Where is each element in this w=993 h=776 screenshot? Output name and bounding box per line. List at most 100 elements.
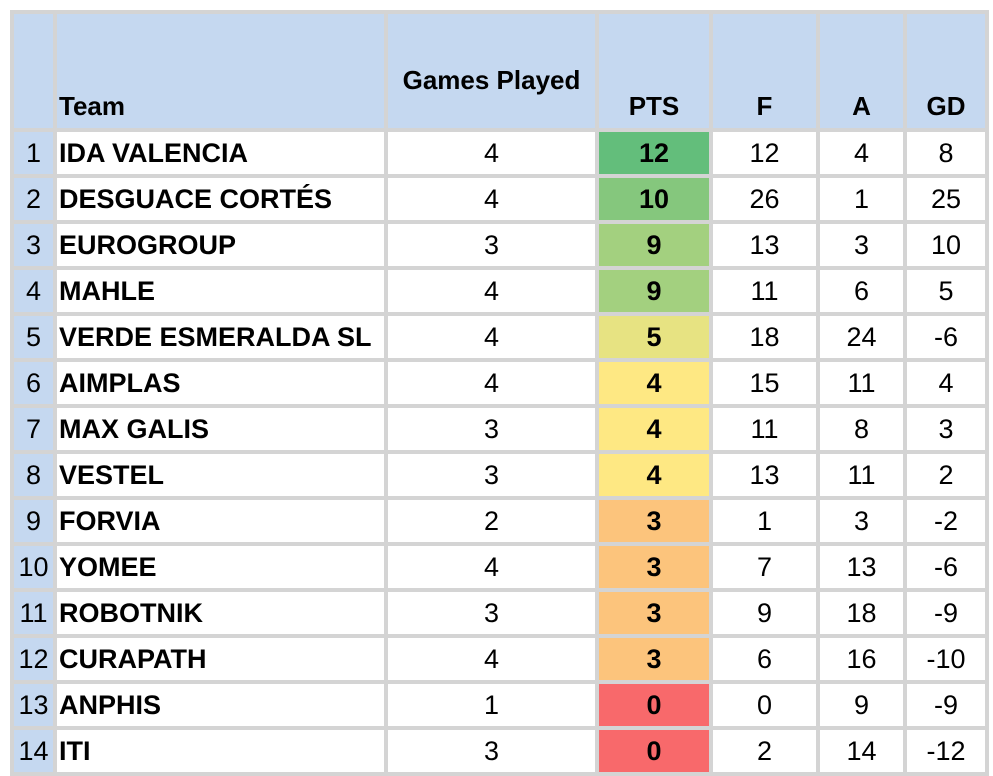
goals-against-cell: 13	[820, 546, 903, 588]
goal-difference-cell: -6	[907, 546, 985, 588]
standings-table: Team Games Played PTS F A GD 1 IDA VALENC…	[10, 10, 989, 776]
rank-cell: 10	[14, 546, 53, 588]
pts-cell: 4	[599, 362, 709, 404]
team-name-cell: FORVIA	[57, 500, 384, 542]
goals-for-cell: 13	[713, 224, 816, 266]
team-name-cell: CURAPATH	[57, 638, 384, 680]
team-name-cell: AIMPLAS	[57, 362, 384, 404]
pts-cell: 3	[599, 546, 709, 588]
goals-for-cell: 7	[713, 546, 816, 588]
games-played-cell: 3	[388, 408, 595, 450]
table-row: 10 YOMEE 4 3 7 13 -6	[14, 546, 985, 588]
goal-difference-cell: -12	[907, 730, 985, 772]
table-row: 4 MAHLE 4 9 11 6 5	[14, 270, 985, 312]
goals-for-cell: 2	[713, 730, 816, 772]
games-played-cell: 3	[388, 454, 595, 496]
team-name-cell: VERDE ESMERALDA SL	[57, 316, 384, 358]
goals-for-cell: 1	[713, 500, 816, 542]
rank-cell: 11	[14, 592, 53, 634]
goal-difference-cell: -2	[907, 500, 985, 542]
games-played-cell: 2	[388, 500, 595, 542]
rank-cell: 5	[14, 316, 53, 358]
goal-difference-cell: -10	[907, 638, 985, 680]
goals-against-cell: 1	[820, 178, 903, 220]
team-name-cell: EUROGROUP	[57, 224, 384, 266]
pts-cell: 12	[599, 132, 709, 174]
team-name-cell: YOMEE	[57, 546, 384, 588]
rank-cell: 6	[14, 362, 53, 404]
goals-against-cell: 3	[820, 224, 903, 266]
games-played-cell: 4	[388, 178, 595, 220]
goal-difference-header: GD	[907, 14, 985, 128]
pts-header: PTS	[599, 14, 709, 128]
goal-difference-cell: -6	[907, 316, 985, 358]
goals-against-cell: 18	[820, 592, 903, 634]
games-played-cell: 1	[388, 684, 595, 726]
team-name-cell: IDA VALENCIA	[57, 132, 384, 174]
rank-header	[14, 14, 53, 128]
goals-for-cell: 18	[713, 316, 816, 358]
team-name-cell: DESGUACE CORTÉS	[57, 178, 384, 220]
table-row: 1 IDA VALENCIA 4 12 12 4 8	[14, 132, 985, 174]
pts-cell: 3	[599, 500, 709, 542]
table-row: 12 CURAPATH 4 3 6 16 -10	[14, 638, 985, 680]
goals-against-cell: 9	[820, 684, 903, 726]
table-row: 9 FORVIA 2 3 1 3 -2	[14, 500, 985, 542]
team-name-cell: ITI	[57, 730, 384, 772]
table-row: 2 DESGUACE CORTÉS 4 10 26 1 25	[14, 178, 985, 220]
games-played-cell: 4	[388, 546, 595, 588]
goal-difference-cell: 4	[907, 362, 985, 404]
goal-difference-cell: 8	[907, 132, 985, 174]
header-row: Team Games Played PTS F A GD	[14, 14, 985, 128]
pts-cell: 9	[599, 270, 709, 312]
goals-for-cell: 11	[713, 270, 816, 312]
pts-cell: 3	[599, 592, 709, 634]
games-played-cell: 4	[388, 316, 595, 358]
pts-cell: 0	[599, 684, 709, 726]
goals-for-cell: 26	[713, 178, 816, 220]
goals-against-cell: 16	[820, 638, 903, 680]
table-row: 14 ITI 3 0 2 14 -12	[14, 730, 985, 772]
goal-difference-cell: 10	[907, 224, 985, 266]
games-played-cell: 4	[388, 132, 595, 174]
team-name-cell: MAX GALIS	[57, 408, 384, 450]
goals-for-cell: 9	[713, 592, 816, 634]
goals-against-cell: 3	[820, 500, 903, 542]
rank-cell: 1	[14, 132, 53, 174]
team-name-cell: ANPHIS	[57, 684, 384, 726]
goal-difference-cell: -9	[907, 684, 985, 726]
goal-difference-cell: 3	[907, 408, 985, 450]
goals-against-cell: 24	[820, 316, 903, 358]
rank-cell: 4	[14, 270, 53, 312]
pts-cell: 9	[599, 224, 709, 266]
goals-for-cell: 13	[713, 454, 816, 496]
games-played-header: Games Played	[388, 14, 595, 128]
rank-cell: 14	[14, 730, 53, 772]
goals-against-cell: 8	[820, 408, 903, 450]
rank-cell: 7	[14, 408, 53, 450]
goal-difference-cell: 2	[907, 454, 985, 496]
goals-for-cell: 6	[713, 638, 816, 680]
table-row: 5 VERDE ESMERALDA SL 4 5 18 24 -6	[14, 316, 985, 358]
goals-for-header: F	[713, 14, 816, 128]
table-row: 6 AIMPLAS 4 4 15 11 4	[14, 362, 985, 404]
table-row: 13 ANPHIS 1 0 0 9 -9	[14, 684, 985, 726]
standings-body: 1 IDA VALENCIA 4 12 12 4 8 2 DESGUACE CORTÉS 4 10 2…	[14, 132, 985, 772]
games-played-cell: 3	[388, 730, 595, 772]
team-name-cell: ROBOTNIK	[57, 592, 384, 634]
pts-cell: 0	[599, 730, 709, 772]
goals-for-cell: 12	[713, 132, 816, 174]
rank-cell: 13	[14, 684, 53, 726]
goals-for-cell: 11	[713, 408, 816, 450]
rank-cell: 8	[14, 454, 53, 496]
goals-for-cell: 0	[713, 684, 816, 726]
goals-against-cell: 6	[820, 270, 903, 312]
goals-against-cell: 11	[820, 454, 903, 496]
pts-cell: 3	[599, 638, 709, 680]
rank-cell: 2	[14, 178, 53, 220]
goals-for-cell: 15	[713, 362, 816, 404]
goals-against-cell: 4	[820, 132, 903, 174]
goal-difference-cell: 25	[907, 178, 985, 220]
table-row: 7 MAX GALIS 3 4 11 8 3	[14, 408, 985, 450]
goal-difference-cell: -9	[907, 592, 985, 634]
